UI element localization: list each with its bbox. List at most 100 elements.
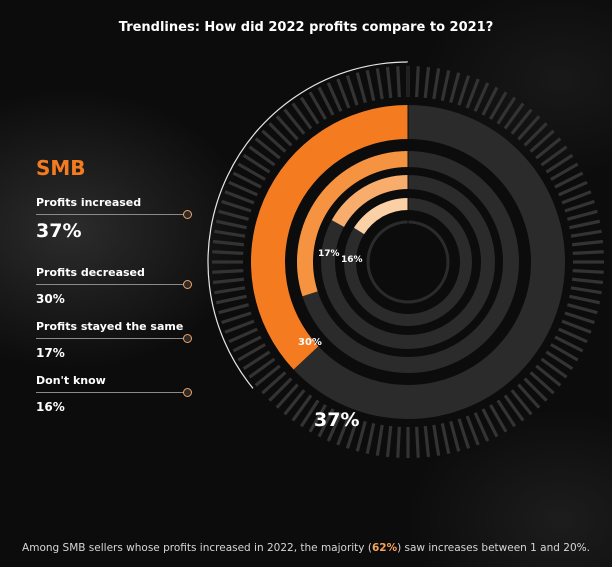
legend-line xyxy=(36,214,186,215)
outer-tick xyxy=(550,162,579,181)
outer-tick xyxy=(449,420,461,452)
data-label: 17% xyxy=(318,249,340,259)
outer-tick xyxy=(517,383,541,409)
outer-tick xyxy=(517,115,541,141)
outer-tick xyxy=(218,303,250,315)
outer-tick xyxy=(248,145,276,167)
outer-tick xyxy=(465,78,480,109)
outer-tick xyxy=(232,171,262,189)
data-label: 30% xyxy=(298,337,322,348)
page-title: Trendlines: How did 2022 profits compare… xyxy=(118,20,494,35)
outer-tick xyxy=(564,199,595,213)
outer-tick xyxy=(308,404,327,433)
outer-tick xyxy=(457,75,471,106)
outer-tick xyxy=(261,129,287,153)
data-label: 37% xyxy=(314,409,359,431)
outer-tick xyxy=(365,69,376,101)
outer-tick xyxy=(317,86,335,116)
outer-tick xyxy=(503,394,525,422)
outer-tick xyxy=(275,115,299,141)
outer-tick xyxy=(569,219,601,230)
footnote-before: Among SMB sellers whose profits increase… xyxy=(22,542,372,554)
legend-value: 17% xyxy=(36,346,65,360)
outer-tick xyxy=(212,277,245,285)
outer-tick xyxy=(336,415,351,446)
legend-label: Don't know xyxy=(36,374,106,387)
legend-label: Profits decreased xyxy=(36,266,145,279)
outer-tick xyxy=(224,190,255,205)
footnote: Among SMB sellers whose profits increase… xyxy=(0,542,612,554)
footnote-highlight: 62% xyxy=(371,542,398,554)
outer-tick xyxy=(523,122,548,147)
outer-tick xyxy=(355,420,367,452)
outer-tick xyxy=(561,319,592,334)
legend-dot-icon xyxy=(183,280,192,289)
outer-tick xyxy=(224,319,255,334)
legend-dot-icon xyxy=(183,334,192,343)
outer-tick xyxy=(571,239,604,247)
outer-tick xyxy=(232,335,262,353)
outer-tick xyxy=(221,311,252,325)
outer-tick xyxy=(221,199,252,213)
outer-tick xyxy=(215,219,247,230)
outer-tick xyxy=(423,425,431,458)
outer-tick xyxy=(212,269,244,274)
outer-tick xyxy=(529,371,555,395)
legend-value: 30% xyxy=(36,292,65,306)
outer-tick xyxy=(545,153,574,174)
outer-tick xyxy=(308,91,327,120)
outer-tick xyxy=(326,82,343,112)
outer-tick xyxy=(283,389,306,416)
outer-thin-arc xyxy=(207,61,409,389)
outer-tick xyxy=(237,343,266,362)
outer-tick xyxy=(299,399,320,428)
outer-tick xyxy=(375,68,384,100)
outer-tick xyxy=(261,371,287,395)
outer-tick xyxy=(345,75,359,106)
outer-tick xyxy=(242,350,271,371)
outer-tick xyxy=(275,383,299,409)
outer-tick xyxy=(326,412,343,442)
outer-tick xyxy=(228,180,258,197)
legend-line xyxy=(36,338,186,339)
outer-tick xyxy=(570,286,602,295)
outer-tick xyxy=(558,180,588,197)
outer-tick xyxy=(415,426,420,458)
outer-tick xyxy=(299,96,320,125)
outer-tick xyxy=(415,66,420,98)
outer-tick xyxy=(440,69,451,101)
outer-tick xyxy=(375,424,384,456)
outer-tick xyxy=(248,357,276,379)
legend-item: Don't know 16% xyxy=(36,374,192,414)
bar-profits-stayed-the-same xyxy=(331,175,408,227)
outer-tick xyxy=(336,78,351,109)
legend-label: Profits increased xyxy=(36,196,142,209)
outer-tick xyxy=(317,408,335,438)
outer-tick xyxy=(242,153,271,174)
outer-tick xyxy=(503,102,525,130)
ring-bars xyxy=(250,62,409,370)
outer-tick xyxy=(572,250,604,255)
outer-tick xyxy=(355,72,367,104)
legend-value: 37% xyxy=(36,220,82,242)
legend-dot-icon xyxy=(183,388,192,397)
legend-dot-icon xyxy=(183,210,192,219)
outer-tick xyxy=(291,394,313,422)
outer-tick xyxy=(540,357,568,379)
outer-tick xyxy=(570,229,602,238)
outer-tick xyxy=(345,418,359,449)
outer-tick xyxy=(481,86,499,116)
segment-title: SMB xyxy=(36,156,86,180)
outer-tick xyxy=(432,68,441,100)
outer-tick xyxy=(473,82,490,112)
outer-tick xyxy=(558,327,588,344)
bar-profits-decreased xyxy=(297,151,408,297)
outer-tick xyxy=(283,108,306,135)
outer-tick xyxy=(535,364,562,387)
outer-tick xyxy=(385,66,393,99)
footnote-after: ) saw increases between 1 and 20%. xyxy=(397,542,590,554)
outer-tick xyxy=(561,190,592,205)
data-labels: 37% 30% 17%16% xyxy=(298,249,363,431)
outer-tick xyxy=(396,426,401,458)
